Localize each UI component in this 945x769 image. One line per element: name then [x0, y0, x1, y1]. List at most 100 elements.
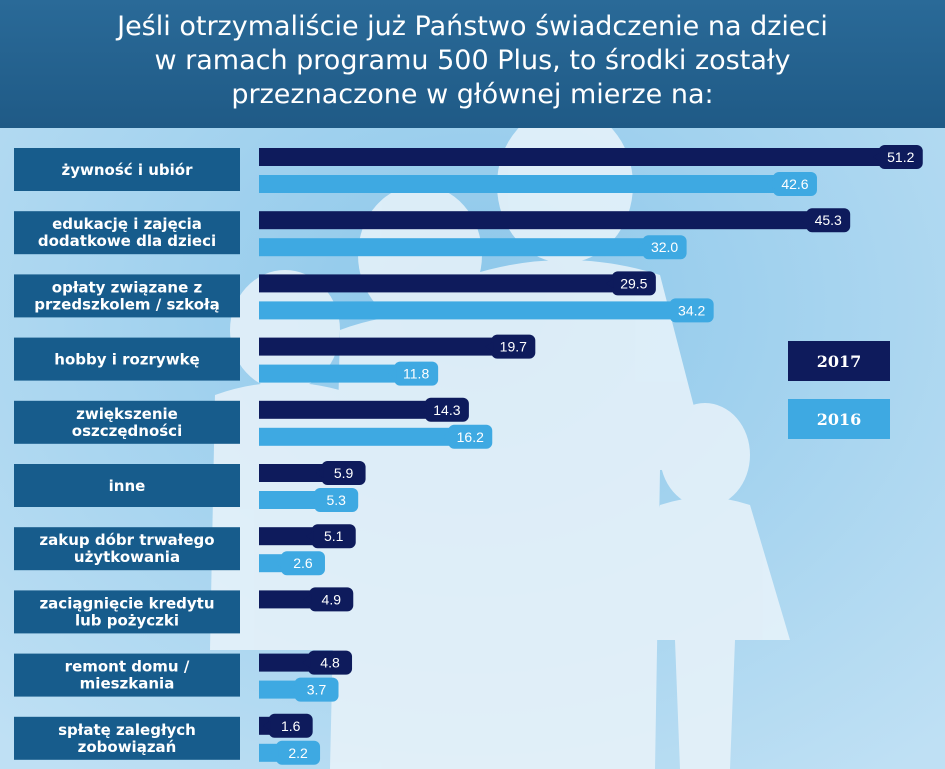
data-label: 2.2	[288, 745, 308, 761]
value-bubble	[424, 397, 469, 422]
data-label: 5.9	[334, 465, 354, 481]
title-banner: Jeśli otrzymaliście już Państwo świadcze…	[0, 0, 945, 128]
bar-2017	[259, 653, 319, 672]
value-bubble-pointer	[270, 747, 279, 758]
bar-2017	[259, 274, 622, 293]
data-label: 51.2	[887, 149, 914, 165]
category-label: edukację i zajęcia	[52, 215, 202, 233]
category-label: dodatkowe dla dzieci	[38, 232, 216, 250]
data-label: 1.6	[281, 718, 301, 734]
data-label: 4.8	[320, 655, 340, 671]
value-bubble	[309, 587, 354, 612]
value-bubble	[642, 235, 687, 260]
category-label: zakup dóbr trwałego	[39, 531, 214, 549]
category-box	[14, 653, 240, 697]
value-bubble-pointer	[302, 657, 311, 668]
value-bubble-pointer	[388, 368, 397, 379]
bar-2016	[259, 175, 783, 193]
value-bubble-pointer	[288, 684, 297, 695]
value-bubble-pointer	[262, 720, 271, 731]
category-label: użytkowania	[74, 548, 180, 566]
value-bubble-pointer	[308, 495, 317, 505]
category-box	[14, 527, 240, 571]
category-box	[14, 211, 240, 255]
data-label: 19.7	[500, 339, 527, 355]
value-bubble-pointer	[485, 341, 494, 352]
title-line: przeznaczone w głównej mierze na:	[231, 79, 714, 110]
value-bubble	[308, 650, 353, 675]
value-bubble	[806, 208, 851, 233]
data-label: 11.8	[403, 366, 429, 382]
value-bubble-pointer	[663, 305, 672, 316]
value-bubble	[321, 461, 366, 485]
category-label: mieszkania	[80, 675, 175, 693]
legend-item-2017: 2017	[788, 341, 890, 381]
category-box	[14, 464, 240, 507]
category-label: przedszkolem / szkołą	[34, 295, 219, 313]
category-box	[14, 590, 240, 634]
bar-2017	[259, 337, 502, 356]
bar-2016	[259, 427, 459, 446]
value-bubble	[611, 271, 656, 296]
chart-title: Jeśli otrzymaliście już Państwo świadcze…	[20, 10, 925, 112]
value-bubble	[268, 713, 313, 738]
value-bubble	[294, 677, 339, 702]
data-label: 5.3	[326, 492, 346, 508]
data-label: 29.5	[620, 275, 647, 291]
data-label: 14.3	[433, 402, 460, 418]
data-label: 34.2	[678, 302, 705, 318]
category-label: oszczędności	[72, 422, 182, 440]
value-bubble-pointer	[766, 179, 775, 189]
bar-2017	[259, 527, 322, 546]
value-bubble-pointer	[800, 215, 809, 226]
title-line: w ramach programu 500 Plus, to środki zo…	[154, 45, 791, 76]
data-label: 5.1	[324, 528, 344, 544]
bar-2016	[259, 680, 305, 699]
bar-2016	[259, 238, 653, 257]
bar-2017	[259, 400, 435, 419]
bar-2017	[259, 211, 817, 230]
value-bubble	[311, 524, 356, 549]
value-bubble-pointer	[605, 278, 614, 289]
legend-item-2016: 2016	[788, 399, 890, 439]
category-box	[14, 148, 240, 191]
value-bubble	[314, 488, 359, 512]
category-box	[14, 716, 240, 760]
value-bubble	[772, 172, 817, 196]
bar-2017	[259, 590, 320, 609]
bar-2016	[259, 491, 325, 509]
value-bubble-pointer	[303, 594, 312, 605]
value-bubble	[276, 740, 321, 765]
data-label: 4.9	[322, 591, 342, 607]
category-box	[14, 274, 240, 318]
category-label: zaciągnięcie kredytu	[39, 594, 214, 612]
value-bubble-pointer	[872, 152, 881, 162]
title-line: Jeśli otrzymaliście już Państwo świadcze…	[117, 11, 828, 42]
category-label: opłaty związane z	[52, 278, 203, 296]
category-label: remont domu /	[65, 658, 190, 676]
data-label: 45.3	[815, 212, 842, 228]
data-label: 3.7	[307, 682, 327, 698]
value-bubble	[491, 334, 536, 359]
value-bubble-pointer	[636, 242, 645, 253]
value-bubble	[669, 298, 714, 323]
category-label: spłatę zaległych	[58, 721, 196, 739]
category-label: zwiększenie	[76, 405, 178, 423]
category-label: żywność i ubiór	[61, 161, 193, 179]
value-bubble	[280, 551, 325, 576]
bar-2017	[259, 148, 889, 166]
data-label: 42.6	[781, 176, 808, 192]
data-label: 32.0	[651, 239, 678, 255]
value-bubble-pointer	[274, 558, 283, 569]
category-label: inne	[109, 477, 146, 495]
value-bubble	[878, 145, 923, 169]
value-bubble	[394, 361, 439, 386]
value-bubble-pointer	[305, 531, 314, 542]
bar-2016	[259, 364, 405, 383]
data-label: 16.2	[457, 429, 484, 445]
category-box	[14, 400, 240, 444]
category-box	[14, 337, 240, 381]
data-label: 2.6	[293, 555, 313, 571]
bar-2017	[259, 464, 332, 482]
